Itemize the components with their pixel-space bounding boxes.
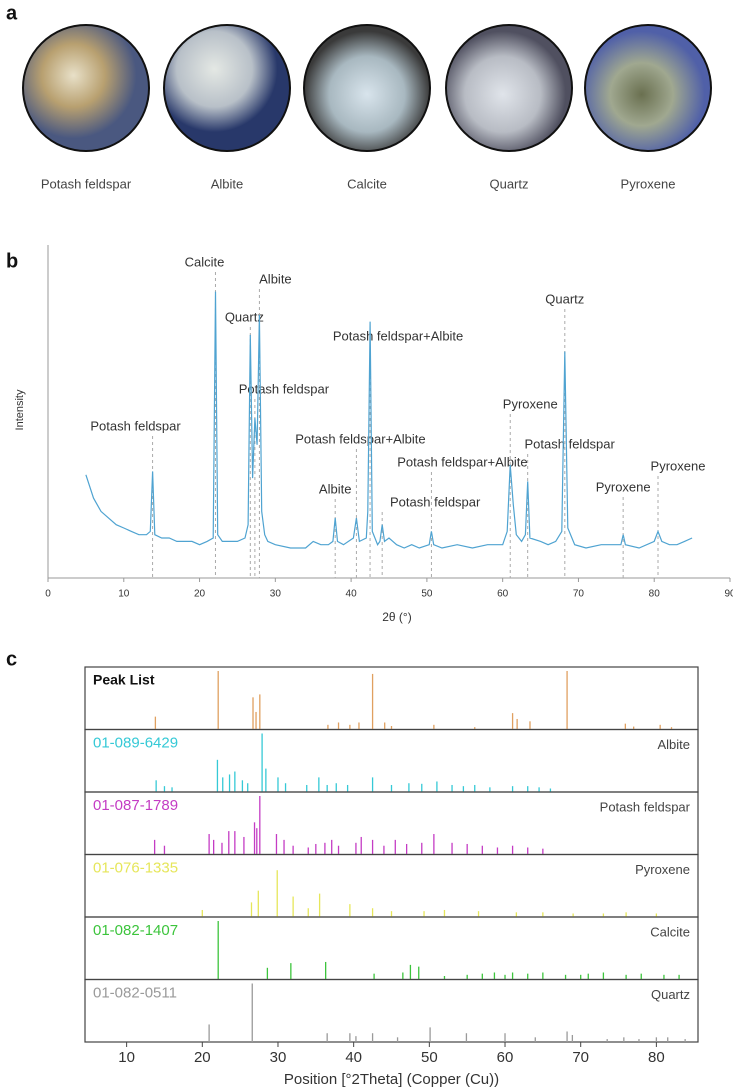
- series-name: 01-089-6429: [93, 734, 178, 751]
- x-tick-label: 30: [270, 589, 282, 600]
- mineral-label: Potash feldspar: [41, 176, 132, 191]
- annotation-label: Albite: [259, 271, 292, 286]
- annotation-label: Pyroxene: [651, 458, 706, 473]
- annotation-label: Quartz: [225, 309, 264, 324]
- x-tick-label: 80: [648, 1049, 665, 1066]
- y-axis-label: Intensity: [14, 389, 26, 430]
- phase-label: Calcite: [650, 924, 690, 939]
- mineral-label: Calcite: [347, 176, 387, 191]
- annotation-label: Potash feldspar+Albite: [333, 328, 463, 343]
- phase-label: Albite: [657, 737, 690, 752]
- spectrum-line: [85, 291, 693, 549]
- annotation-label: Potash feldspar+Albite: [295, 431, 425, 446]
- mineral-label: Quartz: [489, 176, 528, 191]
- mineral-label: Albite: [211, 176, 244, 191]
- series-name: Peak List: [93, 672, 155, 688]
- photos: Potash feldspar Albite Calcite Quartz Py…: [22, 24, 712, 191]
- mineral-photo: [303, 24, 431, 152]
- x-tick-label: 50: [421, 1049, 438, 1066]
- x-tick-label: 20: [194, 1049, 211, 1066]
- phase-label: Pyroxene: [635, 862, 690, 877]
- panel-label: c: [6, 648, 17, 670]
- annotation-label: Potash feldspar: [239, 381, 330, 396]
- annotation-label: Potash feldspar+Albite: [397, 454, 527, 469]
- mineral-photo: [163, 24, 291, 152]
- x-tick-label: 70: [572, 1049, 589, 1066]
- annotation-label: Potash feldspar: [90, 418, 181, 433]
- x-axis-label: Position [°2Theta] (Copper (Cu)): [284, 1071, 499, 1088]
- series-name: 01-076-1335: [93, 859, 178, 876]
- x-tick-label: 0: [45, 589, 51, 600]
- phase-label: Quartz: [651, 987, 690, 1002]
- series-name: 01-082-0511: [93, 984, 177, 1001]
- x-tick-label: 50: [421, 589, 433, 600]
- annotation-label: Pyroxene: [503, 396, 558, 411]
- panel-label: a: [6, 2, 18, 24]
- x-tick-label: 70: [573, 589, 585, 600]
- series-name: 01-082-1407: [93, 922, 178, 939]
- subpanel-frame: [84, 978, 699, 1043]
- x-tick-label: 20: [194, 589, 206, 600]
- x-tick-label: 40: [345, 1049, 362, 1066]
- panel-label: b: [6, 250, 18, 272]
- mineral-photo: [22, 24, 150, 152]
- annotation-label: Calcite: [185, 254, 225, 269]
- annotation-label: Albite: [319, 481, 352, 496]
- annotation-label: Quartz: [545, 291, 584, 306]
- phase-label: Potash feldspar: [600, 799, 691, 814]
- x-tick-label: 90: [724, 589, 733, 600]
- x-tick-label: 60: [497, 589, 509, 600]
- annotation-label: Pyroxene: [596, 479, 651, 494]
- subpanel-frame: [84, 666, 699, 731]
- mineral-photo: [584, 24, 712, 152]
- x-tick-label: 80: [649, 589, 661, 600]
- x-tick-label: 30: [270, 1049, 287, 1066]
- annotation-label: Potash feldspar: [390, 494, 481, 509]
- x-tick-label: 40: [346, 589, 358, 600]
- mineral-photo: [445, 24, 573, 152]
- x-tick-label: 10: [118, 589, 130, 600]
- annotation-label: Potash feldspar: [525, 436, 616, 451]
- x-tick-label: 10: [118, 1049, 135, 1066]
- x-tick-label: 60: [497, 1049, 514, 1066]
- series-name: 01-087-1789: [93, 797, 178, 814]
- mineral-label: Pyroxene: [621, 176, 676, 191]
- x-axis-label: 2θ (°): [382, 610, 411, 624]
